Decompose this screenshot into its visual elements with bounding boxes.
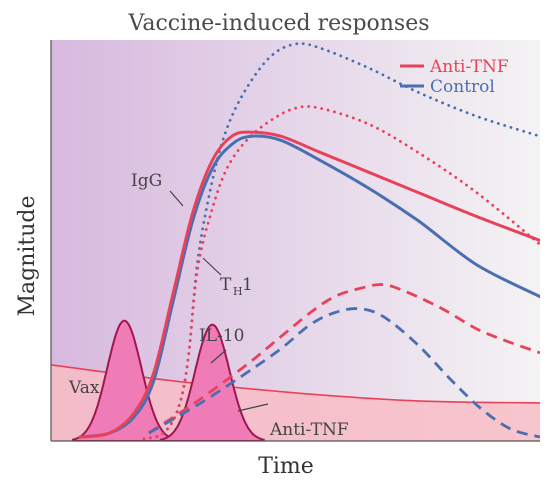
label-th1-main: T [220,275,232,295]
leader-il10 [210,349,227,364]
label-vax: Vax [68,378,100,398]
leader-igg [169,190,184,207]
leader-th1 [202,257,222,276]
annotations: IgG T H 1 IL-10 Vax Anti-TNF [68,171,349,440]
vax-peak-1 [72,319,177,441]
label-anti-tnf-band: Anti-TNF [269,420,349,440]
label-th1-sub: H [233,285,243,298]
chart-title: Vaccine-induced responses [127,11,429,36]
label-igg: IgG [131,171,162,191]
series-igg-antitnf [142,105,540,441]
leader-anti-tnf-band [237,403,269,412]
series-th1-control [78,134,540,439]
legend-label-control: Control [430,77,495,97]
legend-label-antitnf: Anti-TNF [429,57,509,77]
label-th1-tail: 1 [242,275,253,295]
anti-tnf-band [51,364,540,441]
label-il10: IL-10 [199,326,244,346]
series-il10-antitnf [148,283,540,435]
series-th1-antitnf [78,130,540,439]
series-il10-control [148,307,540,439]
y-axis-label: Magnitude [15,195,40,316]
x-axis-label: Time [258,454,314,479]
